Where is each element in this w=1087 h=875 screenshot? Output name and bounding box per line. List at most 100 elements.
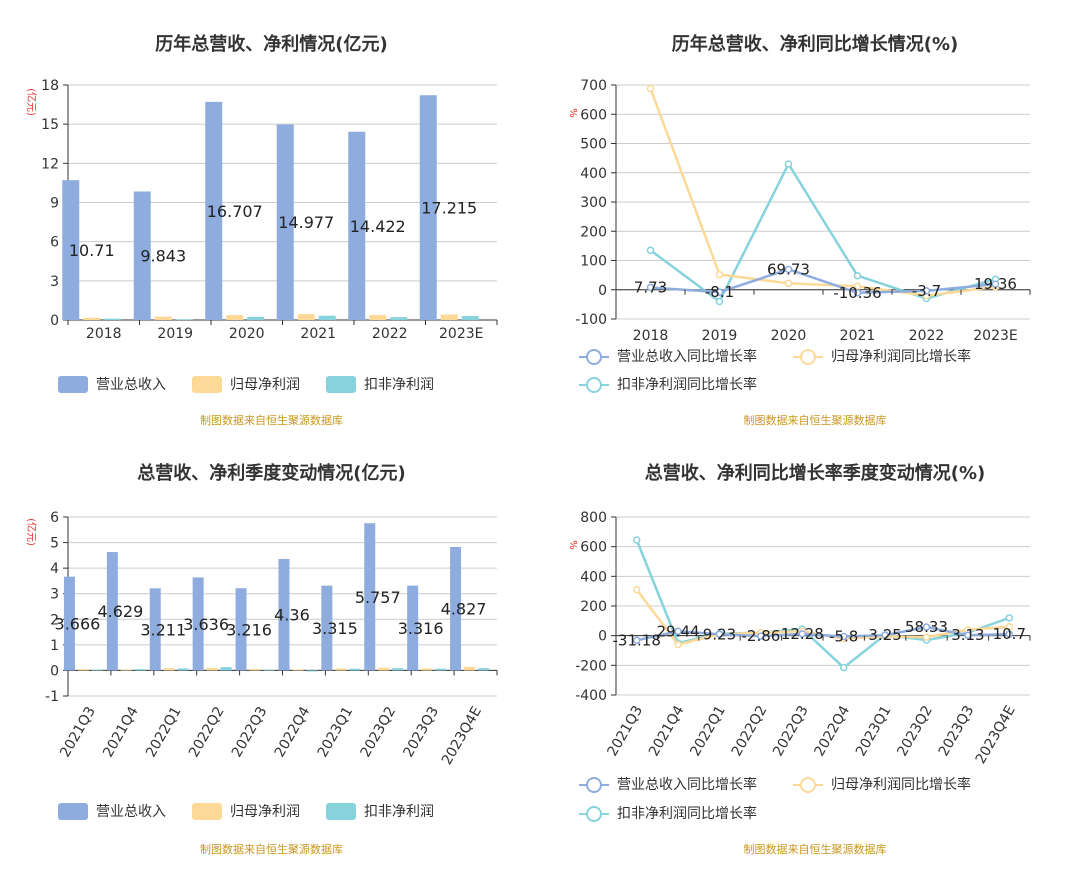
bar [63,576,75,671]
data-point [991,280,1000,288]
bar [364,523,376,671]
x-tick-label: 2022 [909,328,945,344]
data-point [715,630,724,639]
data-label: 3.316 [398,619,444,638]
data-label: 14.977 [278,213,334,232]
annual-growth-line-chart: -100 0 100 200 300 400 500 600 700% 2018 2019 2020 2… [567,78,1031,344]
bar [134,669,146,671]
legend-item-deducted-growth[interactable]: 扣非净利润同比增长率 [579,374,757,394]
x-tick-label: 2023Q1 [853,703,895,759]
y-tick-label: 300 [580,195,607,211]
data-point [715,270,724,279]
legend-item-profit[interactable]: 归母净利润 [192,801,300,821]
bar [348,131,366,320]
data-label: 14.422 [350,217,406,236]
data-point [1005,630,1014,638]
panel-annual-revenue-profit: 历年总营收、净利情况(亿元) 0 3 6 9 12 15 18 (亿元) 2018 2019 202… [0,0,543,437]
data-point [922,287,931,295]
legend-item-revenue[interactable]: 营业总收入 [58,801,166,821]
y-tick-label: 600 [580,107,607,123]
data-point [632,536,641,544]
bar [133,191,151,320]
annual-bar-chart: 0 3 6 9 12 15 18(亿元) 2018 2019 2020 2021 2022 2023E 1… [25,78,498,342]
y-tick-label: 3 [50,274,59,290]
bar [306,670,318,672]
x-tick-label: 2021Q4 [100,704,142,760]
x-tick-label: 2022Q2 [729,703,771,759]
x-tick-label: 2023Q3 [936,703,978,759]
legend-item-deducted-growth[interactable]: 扣非净利润同比增长率 [579,803,757,823]
data-source: 制图数据来自恒生聚源数据库 [743,843,887,856]
y-tick-label: 9 [50,196,59,212]
y-tick-label: 3 [50,587,59,603]
chart-title: 总营收、净利同比增长率季度变动情况(%) [644,463,986,484]
bar [450,546,462,671]
legend-item-profit-growth[interactable]: 归母净利润同比增长率 [793,346,971,366]
legend-swatch [793,776,823,793]
x-tick-label: 2022Q3 [229,704,271,760]
y-tick-label: 1 [50,638,59,654]
bar [390,317,408,320]
y-tick-label: 400 [580,569,607,585]
legend-item-revenue[interactable]: 营业总收入 [58,374,166,394]
legend-swatch [579,776,609,793]
bar [349,668,361,671]
data-point [715,288,724,296]
x-tick-label: 2020 [771,328,807,344]
bar [369,315,387,320]
x-tick-label: 2023E [973,328,1017,344]
y-tick-label: 4 [50,561,59,577]
y-tick-label: -100 [575,312,607,328]
panel-quarterly-revenue-profit: 总营收、净利季度变动情况(亿元) -1 0 1 2 3 4 5 6 (亿元) 2021Q3 2021… [0,437,543,875]
legend-label: 扣非净利润同比增长率 [617,806,757,822]
bar [278,558,290,671]
chart-title: 总营收、净利季度变动情况(亿元) [137,463,406,484]
y-tick-label: 0 [598,283,607,299]
legend-item-profit[interactable]: 归母净利润 [192,374,300,394]
data-point [853,289,862,297]
legend-item-revenue-growth[interactable]: 营业总收入同比增长率 [579,346,757,366]
legend-label: 归母净利润同比增长率 [831,777,971,793]
legend-item-revenue-growth[interactable]: 营业总收入同比增长率 [579,774,757,794]
legend-item-deducted[interactable]: 扣非净利润 [326,374,434,394]
data-label: 4.36 [274,606,310,625]
x-tick-label: 2023Q4E [973,703,1019,767]
bar [120,669,132,671]
bar [177,668,189,671]
data-label: 29.44 [657,622,700,640]
legend-swatch [579,805,609,822]
bar [321,585,333,671]
x-tick-label: 2023Q4E [439,704,485,768]
x-tick-label: 2022Q2 [186,704,228,760]
y-tick-label: 18 [41,78,59,94]
y-tick-label: 100 [580,254,607,270]
data-label: 3.25 [868,626,901,644]
bar [378,667,390,671]
y-tick-label: 12 [41,156,59,172]
series-line [636,625,1010,642]
data-point [1005,623,1014,631]
y-tick-label: 6 [50,510,59,526]
y-tick-label: 2 [50,612,59,628]
y-tick-label: 600 [580,540,607,556]
x-tick-label: 2022 [372,326,408,342]
data-label: -2.86 [741,627,780,645]
data-label: 10.7 [993,625,1026,643]
bar [419,95,437,320]
x-tick-label: 2018 [633,328,669,344]
x-tick-label: 2023Q2 [894,703,936,759]
bar [205,101,223,321]
legend-item-profit-growth[interactable]: 归母净利润同比增长率 [793,774,971,794]
legend-label: 扣非净利润 [364,804,434,820]
data-label: 3.636 [183,615,229,634]
bar [421,668,433,671]
bar [407,585,419,671]
legend-item-deducted[interactable]: 扣非净利润 [326,801,434,821]
bar [461,316,479,320]
data-point [922,623,931,631]
data-label: 69.73 [767,260,810,278]
data-label: 16.707 [207,202,263,221]
legend-swatch [579,376,609,393]
data-point [784,160,793,168]
